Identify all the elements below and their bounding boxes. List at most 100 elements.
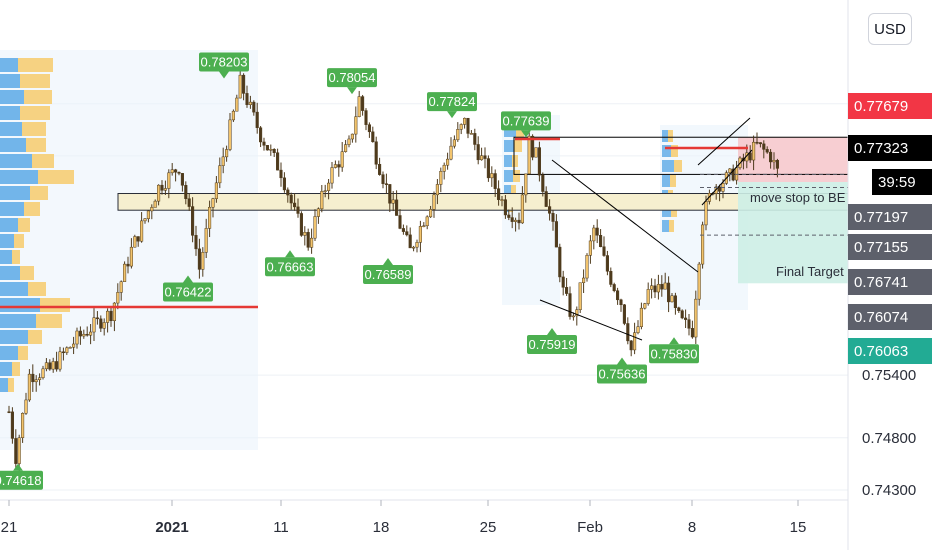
candle-body <box>7 411 11 413</box>
candle-body <box>395 199 399 216</box>
candle-body <box>327 182 331 191</box>
pivot-pointer <box>617 357 627 365</box>
pivot-badge <box>0 470 43 490</box>
vp-bar-orange <box>20 266 34 280</box>
vp-bar-orange <box>511 185 516 197</box>
candle-body <box>486 158 490 179</box>
candle-body <box>619 299 623 306</box>
candle-body <box>21 412 25 438</box>
candle-body <box>456 129 460 141</box>
candle-body <box>544 191 548 207</box>
candle-body <box>388 184 392 204</box>
candle-body <box>357 96 361 117</box>
vp-bar-orange <box>670 175 676 187</box>
candle-body <box>153 200 157 208</box>
candle-body <box>48 362 52 370</box>
candle-body <box>201 252 205 270</box>
candle-body <box>435 184 439 196</box>
vp-bar-blue <box>662 145 671 157</box>
candle-body <box>476 144 480 161</box>
pivot-pointer <box>13 463 23 471</box>
candle-body <box>599 235 603 248</box>
vp-bar-blue <box>0 138 26 152</box>
candle-body <box>10 411 14 439</box>
vp-bar-orange <box>24 90 52 104</box>
vp-bar-blue <box>0 378 8 392</box>
price-badge: 39:59 <box>872 169 932 195</box>
candle-body <box>167 172 171 189</box>
candle-body <box>208 206 212 229</box>
candle-body <box>755 141 759 144</box>
candle-body <box>405 231 409 236</box>
candle-body <box>748 152 752 161</box>
vp-bar-blue <box>504 185 511 197</box>
vp-bar-blue <box>0 90 24 104</box>
candle-body <box>85 333 89 336</box>
candle-body <box>677 307 681 311</box>
wedge-upper <box>697 117 751 166</box>
time-tick-label: 8 <box>688 519 696 536</box>
pivot-value: 0.76589 <box>365 267 412 282</box>
pivot-badge <box>501 111 551 131</box>
candle-body <box>653 285 657 293</box>
time-tick-label: Feb <box>577 519 603 536</box>
pivot-pointer <box>669 337 679 345</box>
vp-bar-blue <box>0 106 20 120</box>
candle-body <box>432 194 436 210</box>
candle-body <box>439 171 443 185</box>
candle-body <box>565 287 569 294</box>
candle-body <box>299 213 303 236</box>
candle-body <box>548 206 552 214</box>
pivot-label-group: 0.75636 <box>597 357 647 384</box>
candle-body <box>517 219 521 224</box>
candle-body <box>133 236 137 248</box>
candle-body <box>259 127 263 143</box>
pivot-pointer <box>447 111 457 119</box>
candle-body <box>578 282 582 310</box>
currency-button[interactable]: USD <box>868 13 912 45</box>
candle-body <box>384 183 388 185</box>
price-badge-label: 0.77323 <box>854 140 908 157</box>
candle-body <box>571 315 575 318</box>
price-badge: 0.77323 <box>848 135 932 161</box>
candle-body <box>446 158 450 166</box>
candle-body <box>112 302 116 322</box>
vp-bar-blue <box>0 298 40 312</box>
pivot-value: 0.75636 <box>599 367 646 382</box>
price-badge-label: 0.77155 <box>854 239 908 256</box>
vp-bar-orange <box>26 138 46 152</box>
candle-body <box>276 152 280 171</box>
vp-bar-blue <box>662 175 670 187</box>
vp-bar-orange <box>512 155 518 167</box>
candle-body <box>123 263 127 282</box>
pivot-label-group: 0.76422 <box>163 275 213 302</box>
candle-body <box>551 213 555 222</box>
time-axis[interactable]: 21 2021 11 18 25 Feb 8 15 <box>0 499 848 536</box>
candle-body <box>136 236 140 242</box>
vp-bar-blue <box>504 155 512 167</box>
candle-body <box>680 310 684 319</box>
trend-line-low <box>539 299 643 341</box>
vp-bar-orange <box>18 346 28 360</box>
candle-body <box>146 210 150 219</box>
candle-body <box>690 328 694 338</box>
vp-bar-blue <box>0 282 28 296</box>
price-tick-label: 0.74300 <box>862 482 916 499</box>
candle-body <box>262 141 266 146</box>
price-badge: 0.76074 <box>848 304 932 330</box>
vp-bar-orange <box>674 160 682 172</box>
pivot-badge <box>597 364 647 384</box>
candle-body <box>595 227 599 236</box>
pivot-label-group: 0.76589 <box>363 258 413 285</box>
candle-body <box>197 248 201 270</box>
candle-body <box>422 225 426 228</box>
vp-bar-orange <box>28 330 42 344</box>
time-tick-label: 2021 <box>155 519 188 536</box>
candle-body <box>459 124 463 130</box>
candle-body <box>272 149 276 153</box>
candle-body <box>752 141 756 161</box>
price-axis[interactable]: 0.743000.748000.754000.775000.780.776790… <box>847 0 932 550</box>
candle-body <box>316 208 320 217</box>
time-tick-label: 18 <box>373 519 390 536</box>
